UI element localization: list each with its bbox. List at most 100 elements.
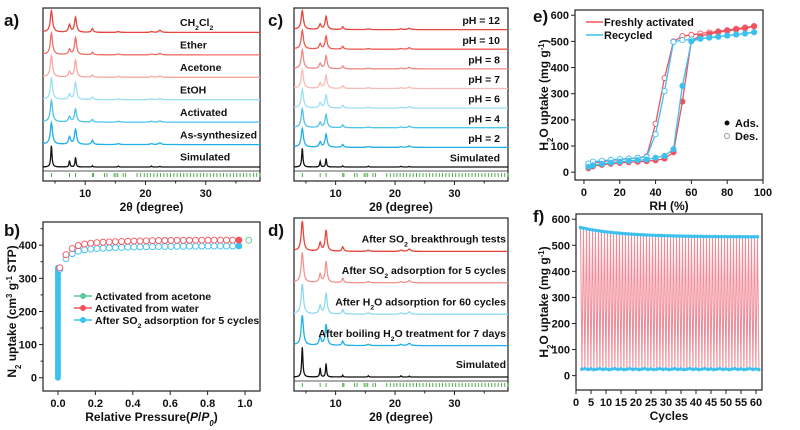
desorption-point (748, 366, 752, 371)
data-point (229, 236, 237, 244)
series-label-part: Cl (199, 17, 210, 29)
desorption-point (592, 367, 596, 372)
series-label-part: Simulated (456, 359, 506, 371)
y-axis-label-part: 2 (546, 344, 555, 349)
series-label: Activated (180, 107, 227, 119)
adsorption-point (662, 233, 667, 238)
data-point (155, 243, 163, 251)
x-tick-label: 5 (588, 397, 594, 409)
panel-label-c: c) (268, 11, 283, 30)
xrd-pattern-4 (294, 347, 508, 378)
series-label: After boiling H2O treatment for 7 days (318, 328, 506, 343)
series-label-part: After SO (362, 234, 405, 246)
desorption-point (583, 366, 587, 371)
plot-frame (42, 7, 261, 182)
x-tick-label: 20 (614, 187, 626, 199)
y-axis-label-part: N (5, 369, 19, 378)
adsorption-point (740, 234, 745, 239)
data-point (74, 242, 82, 250)
xrd-pattern-5 (43, 120, 260, 146)
series-label: pH = 8 (468, 54, 500, 66)
y-axis-label-part: O uptake (mg g (537, 257, 551, 344)
data-point (118, 237, 126, 245)
adsorption-point (695, 234, 700, 239)
data-point (124, 243, 132, 251)
data-point (111, 238, 119, 246)
desorption-point (634, 367, 638, 371)
adsorption-point (605, 230, 610, 234)
x-tick-label: 35 (675, 397, 687, 409)
y-axis-label-part: uptake (cm (5, 298, 19, 365)
data-point (173, 236, 181, 244)
y-tick-label: 0 (564, 371, 570, 383)
panel-a: 10 20 30 Ether Acetone EtOH Activated As-synthe… (42, 7, 261, 214)
data-point-ads (697, 35, 704, 42)
x-tick-label: 15 (615, 397, 627, 409)
y-tick-label: 0 (31, 373, 37, 385)
data-point (105, 238, 113, 246)
desorption-point (691, 367, 695, 372)
data-point (198, 236, 206, 244)
y-tick-label: 500 (551, 36, 569, 48)
y-tick-label: 200 (551, 115, 569, 127)
legend-marker-des (724, 133, 730, 139)
adsorption-point (731, 234, 736, 239)
panel-label-e: e) (533, 7, 548, 26)
desorption-point (646, 367, 650, 372)
y-tick-label: 500 (552, 240, 570, 252)
x-tick-label: 30 (660, 397, 672, 409)
adsorption-point (698, 234, 703, 239)
adsorption-point (623, 231, 628, 236)
desorption-point (649, 367, 653, 371)
x-axis-label-part: P (201, 410, 210, 424)
data-point (210, 242, 218, 250)
desorption-point (718, 366, 722, 371)
y-axis-label: N2 uptake (cm3 g-1 STP) (5, 245, 23, 377)
panel-label-d: d) (268, 221, 284, 240)
data-point-ads (715, 33, 722, 40)
adsorption-point (755, 235, 760, 239)
data-point-ads (733, 31, 740, 38)
legend-marker (80, 293, 86, 299)
data-point (74, 247, 82, 255)
desorption-point (742, 367, 746, 372)
y-axis-label: H2O uptake (mg g-1) (537, 39, 555, 150)
series-label-part: 2 (209, 25, 213, 32)
data-point (155, 237, 163, 245)
data-point (161, 237, 169, 244)
x-tick-label: 20 (630, 397, 642, 409)
adsorption-point (725, 234, 730, 239)
data-point-ads (652, 154, 659, 161)
data-point (179, 242, 187, 250)
desorption-point (595, 367, 599, 371)
data-point (81, 240, 88, 248)
adsorption-point (665, 233, 670, 238)
data-point-ads (643, 156, 650, 163)
data-point-ads (670, 146, 677, 153)
adsorption-point (629, 232, 634, 236)
x-tick-label: 0.0 (50, 398, 65, 410)
x-tick-label: 55 (735, 397, 747, 409)
adsorption-point (686, 234, 691, 239)
xrd-pattern-0 (294, 220, 508, 253)
data-point (118, 243, 126, 251)
adsorption-point (713, 234, 718, 239)
data-point-ads (589, 162, 596, 169)
adsorption-point (743, 234, 748, 239)
series-label-part: After H (335, 296, 370, 308)
x-axis-label: 2θ (degree) (369, 200, 433, 214)
x-tick-label: 0.2 (88, 398, 103, 410)
series-label: After SO2 breakthrough tests (362, 234, 507, 249)
desorption-point (730, 367, 734, 371)
data-point (130, 243, 138, 251)
data-point (99, 238, 107, 246)
data-point (68, 245, 76, 253)
xrd-pattern-3 (42, 75, 260, 101)
adsorption-point (614, 231, 619, 235)
series-label: As-synthesized (180, 129, 257, 141)
xrd-pattern-1 (294, 28, 508, 50)
y-axis-label-part: ) (537, 246, 551, 250)
desorption-point (751, 367, 755, 372)
data-point (216, 242, 224, 250)
